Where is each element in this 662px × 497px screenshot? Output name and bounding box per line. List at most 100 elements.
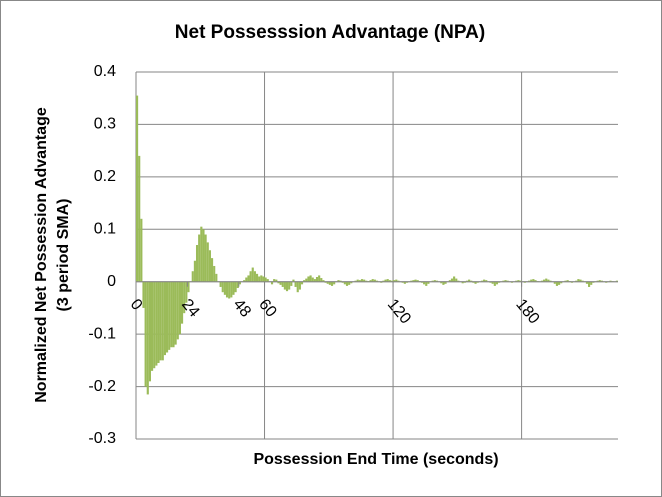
bar bbox=[386, 279, 389, 282]
bar bbox=[504, 280, 507, 282]
bar bbox=[232, 281, 235, 295]
bar bbox=[615, 280, 618, 282]
bar bbox=[326, 281, 329, 284]
bar bbox=[358, 280, 361, 282]
bar bbox=[185, 281, 188, 303]
bar bbox=[532, 279, 535, 282]
bar bbox=[245, 277, 248, 282]
bar bbox=[560, 281, 563, 284]
y-tick-label: 0.1 bbox=[94, 221, 116, 238]
bar bbox=[592, 281, 595, 283]
bar bbox=[363, 279, 366, 282]
bar bbox=[339, 280, 342, 282]
bar bbox=[146, 281, 149, 395]
bar bbox=[489, 281, 492, 283]
bar bbox=[333, 281, 336, 285]
bar bbox=[183, 281, 186, 314]
bar bbox=[457, 280, 460, 282]
bar bbox=[266, 279, 269, 282]
bar bbox=[397, 280, 400, 282]
bar bbox=[176, 281, 179, 340]
bar bbox=[260, 275, 263, 282]
bar bbox=[553, 281, 556, 284]
bar bbox=[543, 279, 546, 282]
bar bbox=[579, 279, 582, 282]
y-tick-label: 0.3 bbox=[94, 116, 116, 133]
bar bbox=[401, 281, 404, 283]
bar bbox=[341, 281, 344, 283]
bar bbox=[476, 281, 479, 283]
bar bbox=[382, 280, 385, 282]
bar bbox=[290, 281, 293, 286]
bar bbox=[148, 281, 151, 382]
bar bbox=[215, 273, 218, 282]
bar bbox=[354, 280, 357, 282]
bar bbox=[255, 273, 259, 282]
bar bbox=[243, 280, 246, 282]
bar bbox=[547, 279, 550, 282]
bar bbox=[264, 277, 267, 282]
bar bbox=[140, 218, 143, 282]
bar bbox=[540, 280, 544, 282]
bar bbox=[545, 278, 548, 282]
bar bbox=[530, 279, 533, 282]
bar bbox=[425, 281, 428, 286]
bar bbox=[598, 280, 601, 282]
bar bbox=[292, 279, 295, 282]
bar bbox=[609, 280, 612, 282]
bar bbox=[596, 280, 599, 282]
bar bbox=[180, 281, 184, 324]
bar bbox=[448, 280, 451, 282]
bar bbox=[350, 281, 353, 284]
bar bbox=[172, 281, 175, 348]
bar bbox=[480, 280, 484, 282]
bar bbox=[395, 279, 398, 282]
bar bbox=[307, 276, 310, 282]
bar bbox=[178, 281, 181, 335]
bar bbox=[420, 281, 424, 283]
bar bbox=[510, 281, 514, 283]
bar bbox=[485, 280, 488, 282]
bar bbox=[483, 279, 486, 282]
bar bbox=[159, 281, 162, 361]
bar bbox=[375, 280, 379, 282]
bar bbox=[251, 267, 254, 282]
bar bbox=[455, 278, 458, 282]
bar bbox=[365, 280, 368, 282]
bar bbox=[300, 281, 304, 285]
bar bbox=[558, 281, 561, 285]
bar bbox=[515, 280, 518, 282]
bar bbox=[298, 281, 301, 290]
bar bbox=[144, 281, 147, 387]
bar bbox=[170, 281, 173, 348]
bar bbox=[230, 281, 233, 298]
bar bbox=[528, 280, 531, 282]
bar bbox=[384, 279, 387, 282]
bar bbox=[575, 280, 578, 282]
bar bbox=[204, 234, 207, 282]
bar bbox=[423, 281, 426, 285]
bar bbox=[502, 280, 505, 282]
bar bbox=[523, 281, 526, 283]
bar bbox=[585, 281, 589, 284]
chart-title: Net Possesssion Advantage (NPA) bbox=[175, 22, 485, 43]
bar bbox=[356, 279, 359, 282]
bar bbox=[470, 280, 473, 282]
bar bbox=[249, 271, 252, 282]
y-tick-label: -0.1 bbox=[88, 325, 116, 342]
bar bbox=[198, 234, 201, 282]
bar bbox=[253, 271, 256, 282]
bar bbox=[435, 280, 439, 282]
bar bbox=[320, 278, 323, 282]
bar bbox=[283, 281, 286, 290]
y-tick-label: 0.2 bbox=[94, 168, 116, 185]
bar bbox=[414, 279, 417, 282]
bar bbox=[555, 281, 559, 286]
bar bbox=[380, 281, 383, 283]
bar bbox=[498, 281, 501, 283]
bar bbox=[187, 281, 190, 293]
bar bbox=[590, 281, 593, 285]
bar bbox=[474, 281, 477, 284]
